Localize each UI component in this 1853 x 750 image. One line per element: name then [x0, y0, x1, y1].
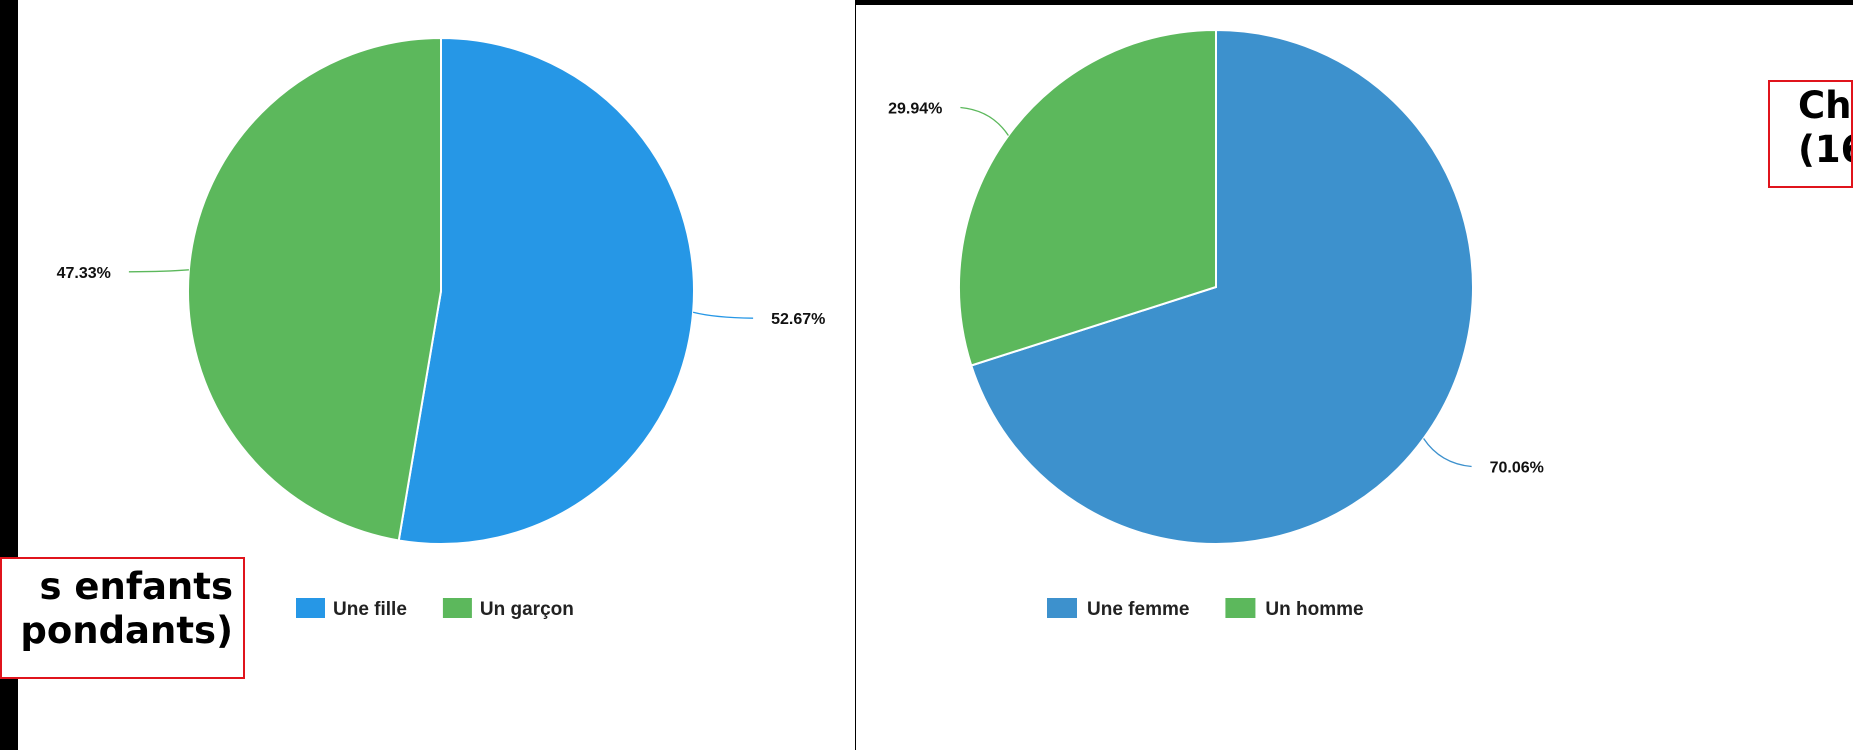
leader-line-un-gar-on [128, 269, 189, 273]
pie-slice-un-homme [958, 28, 1217, 367]
slice-label-un-gar-on: 47.33% [57, 265, 111, 282]
chart-panel-right: 70.06% 29.94% Une femme Un homme [856, 5, 1853, 750]
legend-swatch-un-homme [1225, 598, 1256, 618]
pie-slice-une-femme [970, 28, 1474, 545]
slice-label-une-fille: 52.67% [771, 311, 825, 328]
pie-slice-un-gar-on [186, 36, 442, 542]
leader-line-une-fille [692, 311, 754, 319]
legend-label-une-fille: Une fille [333, 599, 407, 620]
callout-right-line1: Ch [1798, 84, 1852, 127]
slice-label-une-femme: 70.06% [1490, 460, 1544, 477]
legend-swatch-une-fille [296, 598, 325, 618]
legend-label-un-gar-on: Un garçon [480, 599, 574, 620]
callout-left-line2: pondants) [20, 609, 233, 652]
callout-box-left: s enfants pondants) [0, 557, 245, 679]
leader-line-un-homme [960, 106, 1009, 136]
legend-swatch-un-gar-on [442, 598, 472, 618]
pie-chart-respondents-gender: 70.06% 29.94% Une femme Un homme [888, 28, 1544, 620]
callout-right-line2: (16 [1798, 128, 1851, 171]
legend-label-un-homme: Un homme [1265, 599, 1363, 620]
callout-left-line1: s enfants [39, 565, 233, 608]
callout-box-right: Ch (16 [1768, 80, 1853, 188]
leader-line-une-femme [1423, 438, 1472, 468]
legend-label-une-femme: Une femme [1087, 599, 1189, 620]
pie-slice-une-fille [397, 36, 695, 545]
legend-swatch-une-femme [1047, 598, 1077, 618]
slice-label-un-homme: 29.94% [888, 101, 942, 118]
pie-chart-children-gender: 52.67% 47.33% Une fille Un garçon [57, 36, 825, 620]
